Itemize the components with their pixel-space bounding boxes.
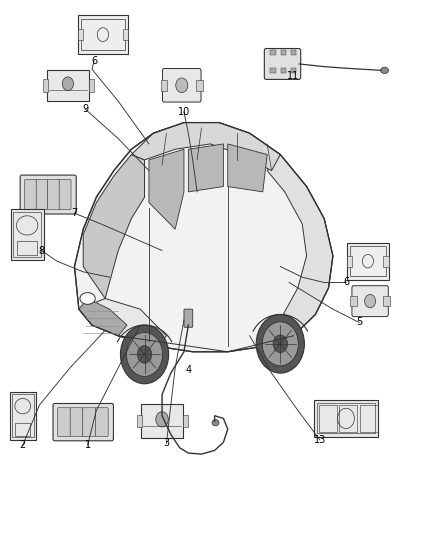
Bar — [11, 209, 44, 260]
Ellipse shape — [80, 293, 95, 304]
Bar — [47, 70, 88, 101]
Circle shape — [262, 322, 298, 366]
Circle shape — [127, 333, 162, 376]
Text: 3: 3 — [163, 439, 170, 448]
Polygon shape — [79, 298, 166, 346]
FancyBboxPatch shape — [59, 179, 71, 209]
Polygon shape — [149, 149, 184, 229]
Text: 10: 10 — [178, 107, 190, 117]
Bar — [339, 405, 357, 432]
Bar — [281, 68, 286, 73]
Ellipse shape — [381, 67, 389, 74]
Bar — [141, 404, 183, 438]
Polygon shape — [188, 144, 223, 192]
Circle shape — [62, 77, 74, 91]
FancyBboxPatch shape — [95, 408, 108, 437]
Text: 13: 13 — [314, 435, 326, 445]
Bar — [347, 256, 352, 266]
Bar — [161, 80, 167, 91]
Bar — [12, 394, 34, 437]
Text: 5: 5 — [356, 318, 362, 327]
Circle shape — [364, 294, 376, 308]
FancyBboxPatch shape — [352, 286, 388, 317]
Bar — [42, 79, 48, 92]
FancyBboxPatch shape — [25, 179, 36, 209]
Bar — [317, 403, 375, 433]
Bar — [291, 68, 297, 73]
Circle shape — [156, 411, 168, 427]
Bar — [271, 68, 276, 73]
Bar — [319, 405, 337, 432]
Bar — [137, 415, 142, 427]
Circle shape — [138, 345, 152, 364]
Bar — [281, 50, 286, 55]
Circle shape — [176, 78, 188, 93]
FancyBboxPatch shape — [162, 69, 201, 102]
Bar — [78, 15, 128, 54]
Bar — [350, 246, 385, 276]
Circle shape — [120, 325, 169, 384]
Text: 6: 6 — [343, 278, 349, 287]
Bar — [360, 405, 378, 432]
Polygon shape — [74, 123, 333, 352]
Text: 9: 9 — [82, 104, 88, 114]
Circle shape — [256, 314, 304, 373]
Text: 4: 4 — [185, 366, 191, 375]
FancyBboxPatch shape — [184, 309, 193, 327]
Text: 6: 6 — [91, 56, 97, 66]
Bar — [18, 240, 37, 255]
Bar — [81, 19, 125, 50]
FancyBboxPatch shape — [53, 403, 113, 441]
Text: 1: 1 — [85, 440, 91, 450]
Bar — [78, 29, 83, 40]
FancyBboxPatch shape — [83, 408, 95, 437]
Bar — [10, 392, 36, 440]
Bar — [291, 50, 297, 55]
Polygon shape — [131, 123, 280, 171]
Bar — [196, 80, 203, 91]
Polygon shape — [267, 155, 333, 336]
Bar — [183, 415, 188, 427]
Ellipse shape — [212, 419, 219, 426]
Polygon shape — [79, 298, 127, 336]
FancyBboxPatch shape — [265, 49, 300, 79]
Bar — [88, 79, 94, 92]
Bar — [15, 423, 30, 436]
Bar — [13, 212, 41, 256]
Circle shape — [273, 335, 287, 353]
Text: 8: 8 — [39, 246, 45, 255]
Bar — [314, 400, 378, 437]
Bar — [347, 243, 389, 280]
Text: 11: 11 — [286, 71, 299, 80]
Bar — [123, 29, 128, 40]
Bar — [384, 256, 389, 266]
Bar — [271, 50, 276, 55]
Polygon shape — [83, 155, 145, 298]
FancyBboxPatch shape — [20, 175, 76, 214]
FancyBboxPatch shape — [57, 408, 71, 437]
FancyBboxPatch shape — [36, 179, 48, 209]
FancyBboxPatch shape — [70, 408, 83, 437]
Polygon shape — [228, 144, 267, 192]
FancyBboxPatch shape — [48, 179, 60, 209]
Text: 2: 2 — [20, 440, 26, 450]
Bar — [350, 296, 357, 306]
Text: 7: 7 — [71, 208, 78, 218]
Bar — [384, 296, 390, 306]
